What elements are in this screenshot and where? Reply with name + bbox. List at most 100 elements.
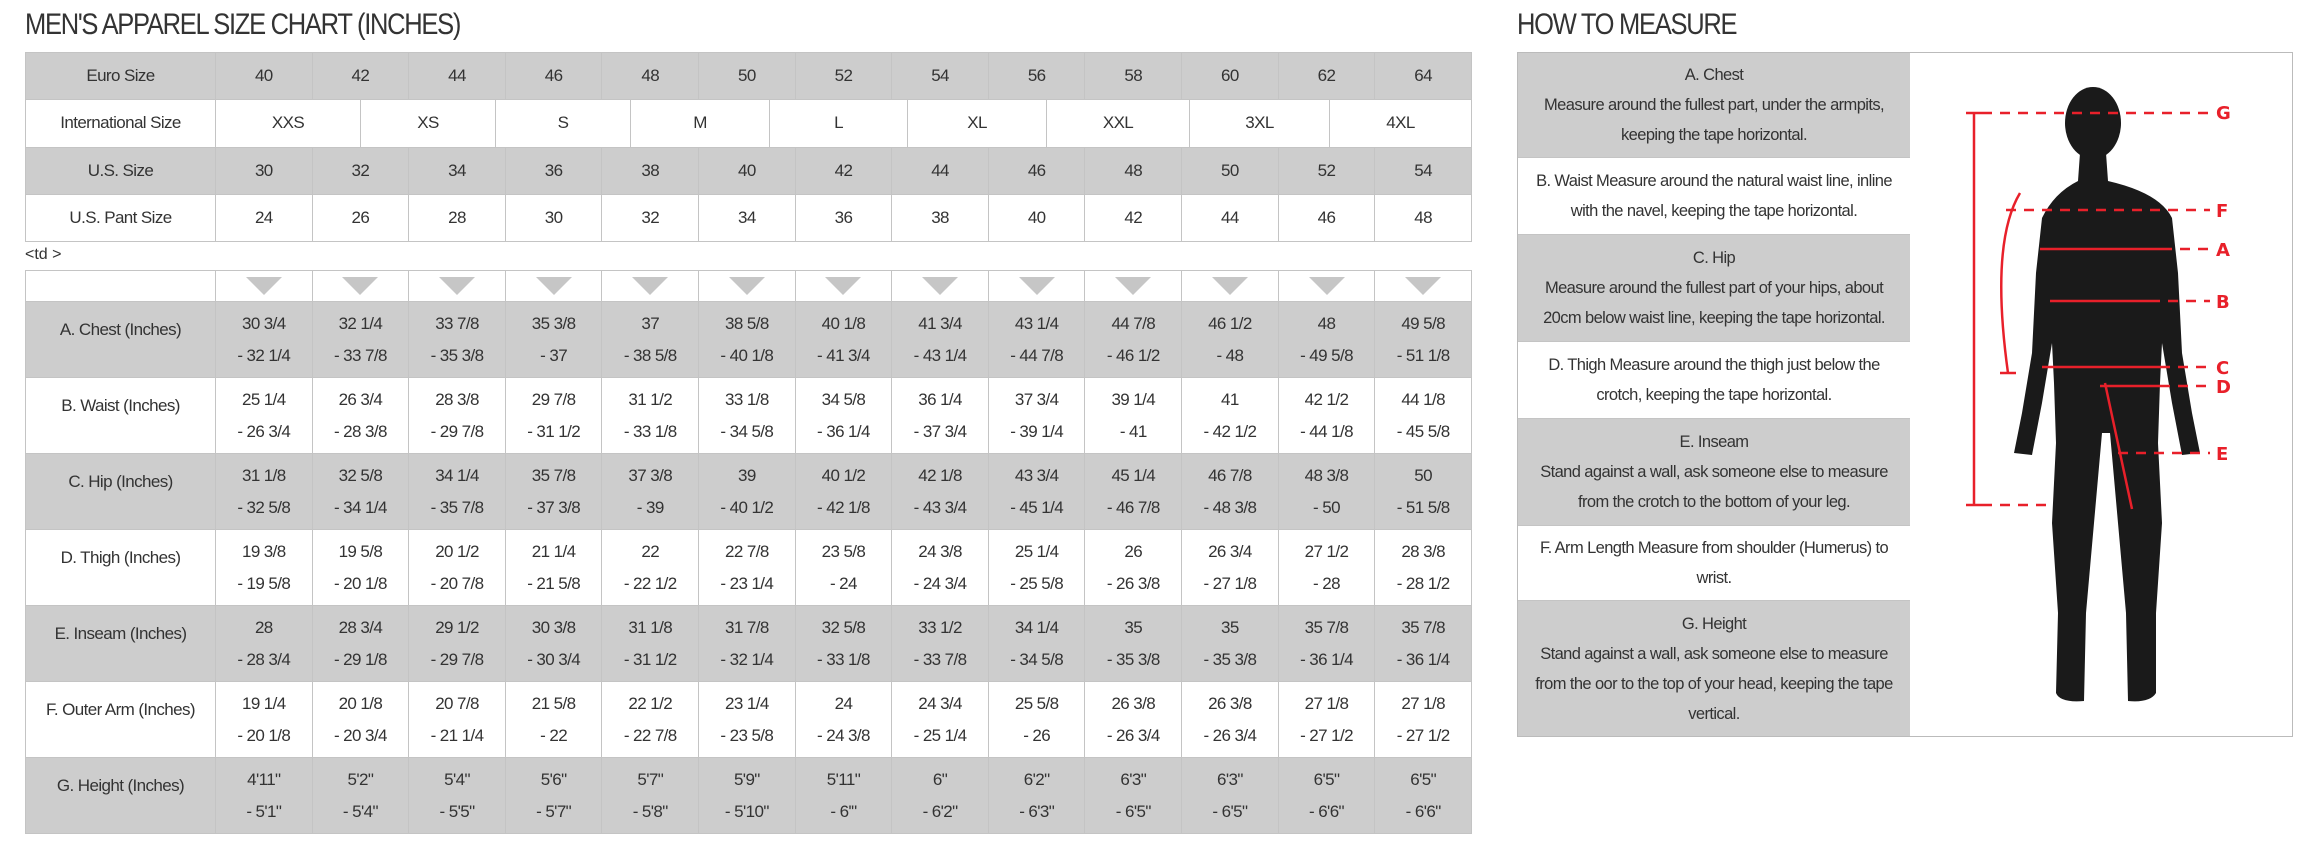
range-from: 37 [641, 313, 660, 333]
range-to: - 22 1/2 [623, 573, 677, 593]
row-label: U.S. Pant Size [25, 194, 216, 242]
range-to: - 28 3/4 [237, 649, 291, 669]
range-to: - 6'5" [1115, 801, 1152, 821]
range-from: 26 [1124, 541, 1143, 561]
range-to: - 30 3/4 [527, 649, 581, 669]
international-size-cell: XS [361, 99, 496, 147]
measurement-cell: 5'11" - 6'" [794, 757, 893, 834]
measure-item: B. Waist Measure around the natural wais… [1518, 158, 1910, 235]
range-to: - 40 1/8 [720, 345, 774, 365]
size-cell: 58 [1084, 52, 1183, 100]
measurement-cell: 28 3/4 - 29 1/8 [311, 605, 410, 682]
row-us: U.S. Size 30 32 34 36 38 40 42 44 46 48 50 52 54 [25, 147, 1472, 195]
size-cell: 52 [1277, 147, 1376, 195]
figure-label-f: F [2216, 201, 2228, 222]
range-to: - 41 3/4 [817, 345, 870, 365]
measurement-cell: 30 3/8 - 30 3/4 [504, 605, 603, 682]
size-cell: 32 [601, 194, 700, 242]
range-from: 31 7/8 [725, 617, 769, 637]
size-cell: 44 [1181, 194, 1279, 242]
size-cell: 32 [311, 147, 410, 195]
range-from: 49 5/8 [1401, 313, 1445, 333]
range-from: 23 1/4 [725, 693, 769, 713]
range-to: - 25 1/4 [913, 725, 967, 745]
size-cell: 52 [794, 52, 893, 100]
range-from: 43 1/4 [1014, 313, 1059, 333]
range-to: - 26 3/4 [1203, 725, 1257, 745]
row-euro: Euro Size 40 42 44 46 48 50 52 54 56 58 60 62 64 [25, 52, 1472, 100]
range-to: - 48 [1216, 345, 1244, 365]
range-from: 27 1/2 [1304, 541, 1349, 561]
measurement-cell: 26 3/4 - 28 3/8 [311, 377, 410, 454]
arrow-cell [794, 270, 893, 302]
range-from: 5'6" [540, 769, 567, 789]
range-from: 26 3/4 [338, 389, 383, 409]
range-to: - 35 3/8 [1203, 649, 1257, 669]
measurement-cell: 46 1/2 - 48 [1181, 301, 1279, 378]
arrow-cell [891, 270, 989, 302]
measurement-cell: 35 7/8 - 36 1/4 [1277, 605, 1376, 682]
measurement-label: B. Waist (Inches) [25, 377, 216, 454]
measure-heading: G. Height [1681, 614, 1747, 633]
size-cell: 34 [408, 147, 506, 195]
measurement-cell: 19 3/8 - 19 5/8 [215, 529, 313, 606]
range-from: 23 5/8 [821, 541, 866, 561]
range-from: 5'9" [733, 769, 760, 789]
measurement-row: A. Chest (Inches) 30 3/4 - 32 1/4 32 1/4 - 3… [25, 301, 1472, 378]
measurement-cell: 28 3/8 - 29 7/8 [408, 377, 506, 454]
range-to: - 35 7/8 [430, 497, 484, 517]
measurement-cell: 34 5/8 - 36 1/4 [794, 377, 893, 454]
range-to: - 36 1/4 [817, 421, 870, 441]
range-to: - 19 5/8 [237, 573, 291, 593]
range-from: 46 1/2 [1208, 313, 1252, 333]
range-to: - 20 3/4 [333, 725, 387, 745]
measurement-cell: 31 1/8 - 32 5/8 [215, 453, 313, 530]
international-size-cell: XXS [216, 99, 361, 147]
size-cell: 46 [504, 52, 603, 100]
range-from: 35 3/8 [531, 313, 576, 333]
range-to: - 32 1/4 [237, 345, 291, 365]
range-from: 34 5/8 [821, 389, 866, 409]
stray-markup-text: <td > [25, 246, 62, 263]
range-to: - 33 7/8 [913, 649, 967, 669]
measure-text: Measure around the fullest part, under t… [1544, 96, 1885, 144]
measurement-cell: 32 5/8 - 33 1/8 [794, 605, 893, 682]
size-cell: 62 [1277, 52, 1376, 100]
size-cell: 42 [1084, 194, 1183, 242]
measurement-cell: 6'3" - 6'5" [1181, 757, 1279, 834]
measurement-cell: 32 1/4 - 33 7/8 [311, 301, 410, 378]
row-us-pant: U.S. Pant Size 24 26 28 30 32 34 36 38 40 42 44 46 48 [25, 194, 1472, 242]
range-to: - 46 1/2 [1106, 345, 1160, 365]
range-to: - 45 5/8 [1396, 421, 1450, 441]
range-to: - 24 3/8 [817, 725, 870, 745]
range-to: - 6'6" [1309, 801, 1345, 821]
range-to: - 42 1/8 [817, 497, 870, 517]
range-from: 37 3/8 [628, 465, 673, 485]
range-to: - 26 3/4 [1106, 725, 1160, 745]
international-size-cell: XL [908, 99, 1047, 147]
measurement-label: G. Height (Inches) [25, 757, 216, 834]
size-cell: 42 [794, 147, 893, 195]
measurement-cell: 6" - 6'2" [891, 757, 989, 834]
range-from: 27 1/8 [1304, 693, 1349, 713]
measurement-cell: 6'2" - 6'3" [987, 757, 1086, 834]
measure-text: Measure around the fullest part of your … [1543, 279, 1885, 327]
international-size-cell: XXL [1047, 99, 1190, 147]
range-to: - 32 1/4 [720, 649, 774, 669]
range-to: - 37 3/8 [527, 497, 581, 517]
range-from: 31 1/8 [628, 617, 673, 637]
measurement-cell: 32 5/8 - 34 1/4 [311, 453, 410, 530]
measurement-cell: 5'7" - 5'8" [601, 757, 700, 834]
measure-item: C. Hip Measure around the fullest part of… [1518, 235, 1910, 342]
arrow-cell [504, 270, 603, 302]
range-from: 25 5/8 [1014, 693, 1059, 713]
range-from: 24 3/4 [918, 693, 962, 713]
range-from: 6'2" [1023, 769, 1050, 789]
row-label: U.S. Size [25, 147, 216, 195]
measure-text: D. Thigh Measure around the thigh just b… [1548, 356, 1880, 404]
range-to: - 45 1/4 [1010, 497, 1064, 517]
measurement-cell: 23 5/8 - 24 [794, 529, 893, 606]
measurement-cell: 30 3/4 - 32 1/4 [215, 301, 313, 378]
range-to: - 6'" [830, 801, 857, 821]
